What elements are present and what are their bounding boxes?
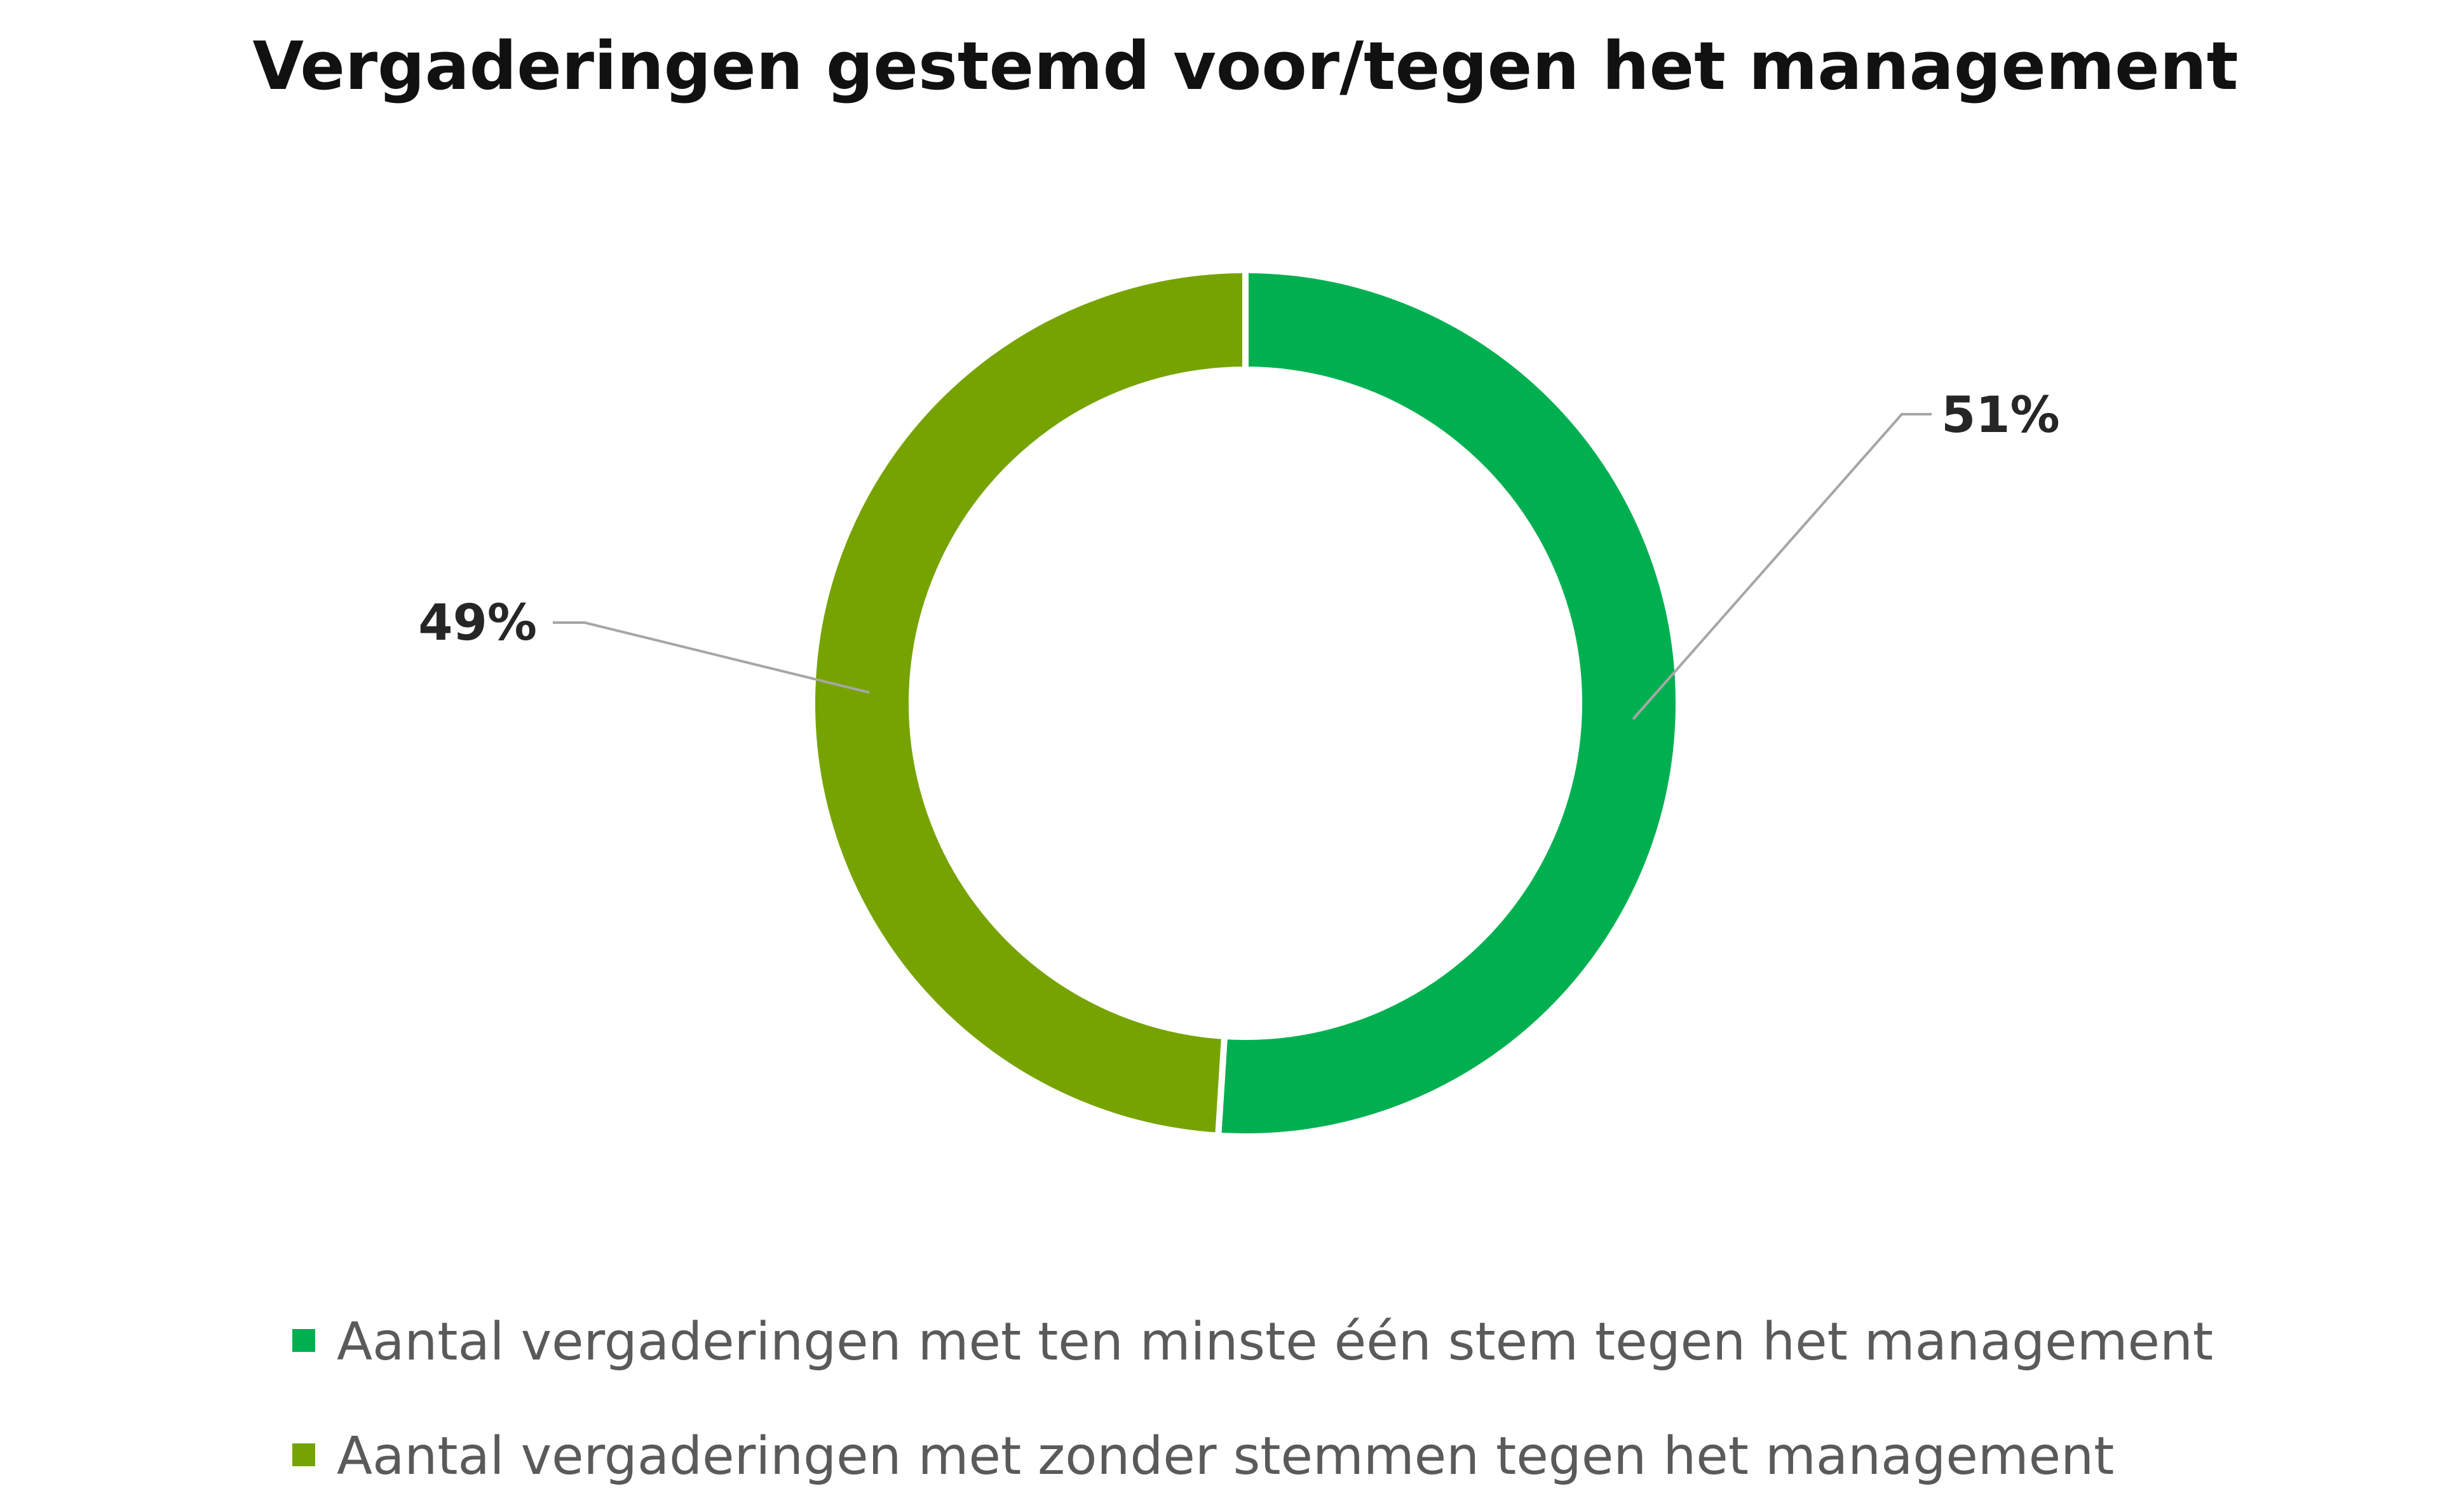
doughnut-slice-1 [1214, 266, 1682, 1140]
legend-swatch-slice-2 [292, 1443, 315, 1466]
legend-swatch-slice-1 [292, 1329, 315, 1352]
leader-line-slice-2 [553, 621, 870, 694]
data-label-slice-2: 49% [418, 595, 537, 652]
slices-group [809, 266, 1682, 1140]
legend-label-slice-1: Aantal vergaderingen met ten minste één … [337, 1312, 2213, 1372]
legend-label-slice-2: Aantal vergaderingen met zonder stemmen … [337, 1426, 2114, 1487]
chart-title: Vergaderingen gestemd voor/tegen het man… [253, 27, 2239, 105]
doughnut-slice-2 [809, 266, 1249, 1139]
data-label-slice-1: 51% [1941, 387, 2060, 444]
legend: Aantal vergaderingen met ten minste één … [292, 1312, 2213, 1487]
leader-line-slice-1 [1632, 413, 1932, 720]
